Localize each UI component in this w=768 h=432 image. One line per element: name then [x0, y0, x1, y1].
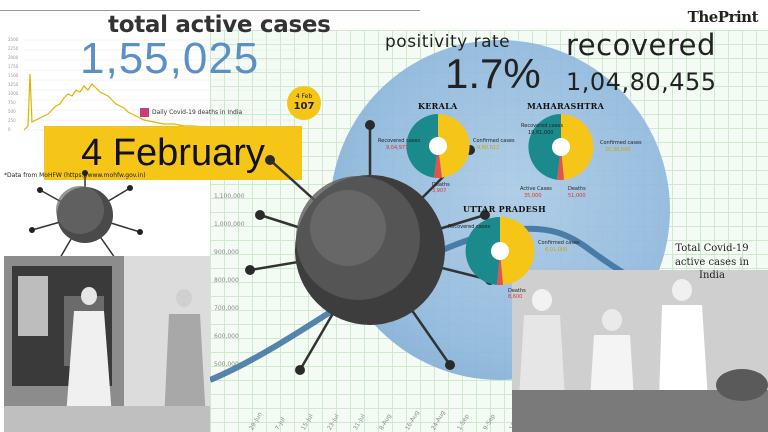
- trend-y-tick: 800,000: [214, 277, 239, 284]
- trend-y-tick: 1,000,000: [214, 221, 245, 228]
- maharashtra-deaths-value: 51,000: [568, 193, 586, 199]
- uttar-pradesh-confirmed-label: Confirmed cases: [538, 240, 580, 246]
- kerala-deaths-value: 3,907: [432, 188, 447, 194]
- legend-swatch: [140, 108, 149, 117]
- date-banner-text: 4 February: [81, 131, 265, 174]
- uttar-pradesh-title: UTTAR PRADESH: [463, 204, 546, 214]
- trend-y-tick: 700,000: [214, 305, 239, 312]
- maharashtra-recovered-value: 19,61,000: [528, 130, 554, 136]
- mini-chart-y-tick: 500: [8, 109, 16, 114]
- mini-chart-y-tick: 1250: [8, 82, 19, 87]
- top-rule: [0, 10, 420, 11]
- mini-chart-y-tick: 0: [8, 127, 11, 132]
- ambulance-photo: [4, 256, 210, 432]
- maharashtra-title: MAHARASHTRA: [527, 101, 605, 111]
- maharashtra-confirmed-value: 20,38,000: [605, 147, 631, 153]
- positivity-label: positivity rate: [385, 32, 511, 52]
- badge-value: 107: [293, 100, 315, 112]
- positivity-value: 1.7%: [445, 50, 541, 97]
- virus-illustration-large: [245, 120, 495, 375]
- maharashtra-recovered-label: Recovered cases: [521, 123, 564, 129]
- kerala-confirmed-value: 9,80,612: [477, 145, 500, 151]
- mini-chart-y-tick: 2500: [8, 37, 19, 42]
- uttar-pradesh-deaths-value: 8,600: [508, 294, 523, 300]
- maharashtra-deaths-label: Deaths: [568, 186, 586, 192]
- uttar-pradesh-recovered-label: Recovered cases: [448, 224, 491, 230]
- trend-y-tick: 500,000: [214, 361, 239, 368]
- kerala-recovered-label: Recovered cases: [378, 138, 421, 144]
- kerala-confirmed-label: Confirmed cases: [473, 138, 515, 144]
- mini-chart-y-tick: 2000: [8, 55, 19, 60]
- uttar-pradesh-confirmed-value: 6,01,000: [545, 247, 568, 253]
- active-cases-title: total active cases: [108, 12, 331, 38]
- trend-y-tick: 900,000: [214, 249, 239, 256]
- latest-deaths-badge: 4 Feb 107: [287, 86, 321, 120]
- trend-caption: Total Covid-19 active cases in India: [674, 243, 750, 281]
- maharashtra-confirmed-label: Confirmed cases: [600, 140, 642, 146]
- trend-y-tick: 1,100,000: [214, 193, 245, 200]
- health-workers-photo: [512, 270, 768, 432]
- maharashtra-pie: [528, 114, 594, 180]
- kerala-pie: [406, 114, 470, 178]
- uttar-pradesh-deaths-label: Deaths: [508, 288, 526, 294]
- uttar-pradesh-pie: [465, 216, 535, 286]
- mini-chart-y-tick: 750: [8, 100, 16, 105]
- mini-chart-y-tick: 1000: [8, 91, 19, 96]
- source-note: *Data from MoHFW (https://www.mohfw.gov.…: [4, 172, 146, 179]
- mini-chart-y-tick: 1500: [8, 73, 19, 78]
- virus-illustration-small: [29, 170, 143, 259]
- badge-date: 4 Feb: [295, 93, 313, 101]
- maharashtra-active-label: Active Cases: [520, 186, 552, 192]
- legend-label: Daily Covid-19 deaths in India: [152, 109, 243, 116]
- kerala-deaths-label: Deaths: [432, 182, 450, 188]
- mini-chart-legend: Daily Covid-19 deaths in India: [140, 108, 242, 117]
- recovered-label: recovered: [566, 28, 716, 62]
- maharashtra-active-value: 35,000: [524, 193, 542, 199]
- recovered-value: 1,04,80,455: [566, 68, 717, 96]
- mini-chart-y-tick: 2250: [8, 46, 19, 51]
- kerala-title: KERALA: [418, 101, 458, 111]
- mini-chart-y-tick: 1750: [8, 64, 19, 69]
- brand-logo: ThePrint: [687, 8, 759, 26]
- mini-chart-y-tick: 250: [8, 118, 16, 123]
- kerala-recovered-value: 9,04,971: [386, 145, 409, 151]
- active-cases-value: 1,55,025: [80, 34, 260, 83]
- trend-y-tick: 600,000: [214, 333, 239, 340]
